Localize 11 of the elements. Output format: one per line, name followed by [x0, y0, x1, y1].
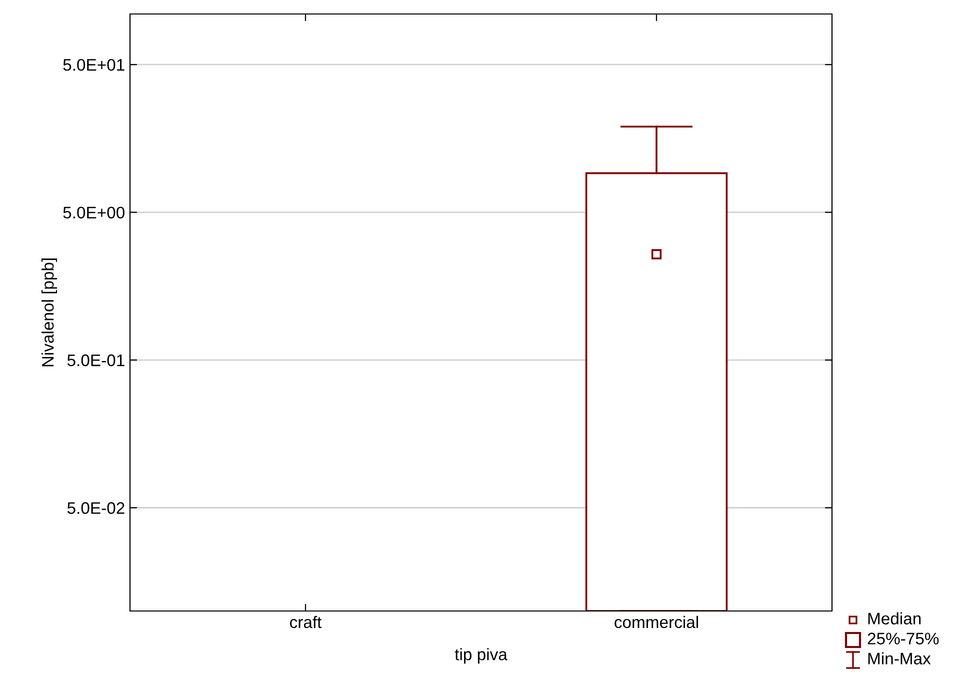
text: Median — [868, 612, 921, 624]
y-tick-label: 5.0E+00 — [63, 206, 124, 219]
y-tick-label: 5.0E-02 — [67, 502, 124, 514]
y-axis-title: Nivalenol [ppb] — [41, 258, 58, 366]
x-axis-title: tip piva — [454, 648, 508, 664]
x-tick-label: commercial — [614, 616, 698, 628]
y-tick-label: 5.0E-01 — [67, 354, 124, 366]
text: Min-Max — [868, 652, 931, 664]
y-tick-label: 5.0E+01 — [63, 58, 124, 71]
text: 25%-75% — [868, 632, 939, 644]
x-tick-label: craft — [290, 616, 322, 628]
